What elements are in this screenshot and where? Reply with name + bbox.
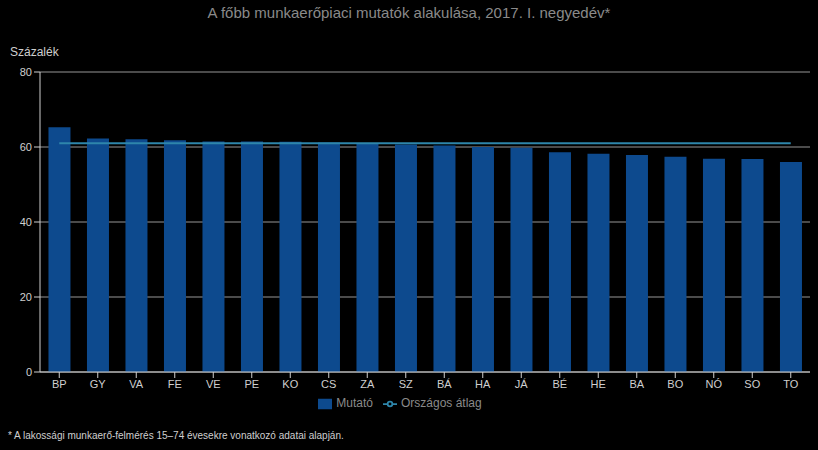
svg-text:KO: KO <box>282 378 298 390</box>
svg-text:TO: TO <box>783 378 799 390</box>
svg-text:PE: PE <box>244 378 259 390</box>
svg-text:SZ: SZ <box>399 378 413 390</box>
svg-text:40: 40 <box>20 216 32 228</box>
svg-text:BO: BO <box>667 378 683 390</box>
svg-text:BP: BP <box>52 378 67 390</box>
svg-text:BÁ: BÁ <box>437 378 452 390</box>
svg-text:80: 80 <box>20 66 32 78</box>
svg-text:ZA: ZA <box>360 378 375 390</box>
svg-text:20: 20 <box>20 291 32 303</box>
svg-text:SO: SO <box>744 378 760 390</box>
svg-text:HA: HA <box>475 378 491 390</box>
svg-text:0: 0 <box>26 366 32 378</box>
html-text:Országos átlag: Országos átlag <box>401 396 482 410</box>
svg-text:FE: FE <box>168 378 182 390</box>
svg-text:BA: BA <box>629 378 644 390</box>
svg-text:VE: VE <box>206 378 221 390</box>
svg-text:GY: GY <box>90 378 107 390</box>
html-text:Mutató: Mutató <box>336 396 373 410</box>
svg-text:NÓ: NÓ <box>706 378 723 390</box>
html-text:A főbb munkaerőpiaci mutatók a: A főbb munkaerőpiaci mutatók alakulása, … <box>207 4 611 21</box>
svg-text:JÁ: JÁ <box>515 378 529 390</box>
svg-text:60: 60 <box>20 141 32 153</box>
html-text:* A lakossági munkaerő-felméré: * A lakossági munkaerő-felmérés 15–74 év… <box>8 430 344 441</box>
html-text:Százalék: Százalék <box>10 45 59 59</box>
svg-text:VA: VA <box>129 378 144 390</box>
svg-text:CS: CS <box>321 378 336 390</box>
svg-text:BÉ: BÉ <box>552 378 567 390</box>
svg-text:HE: HE <box>591 378 606 390</box>
